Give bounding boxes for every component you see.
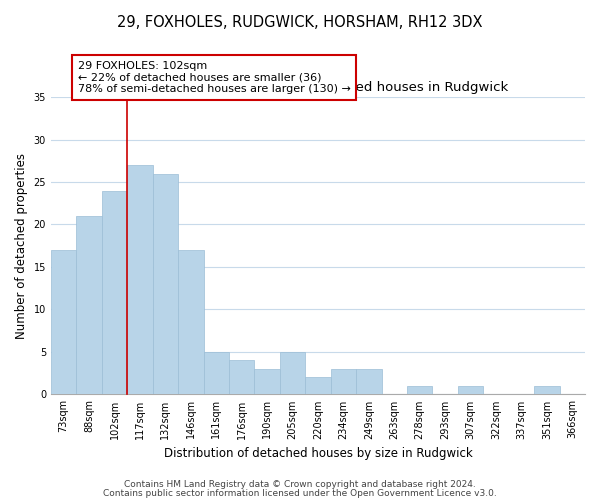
Text: 29, FOXHOLES, RUDGWICK, HORSHAM, RH12 3DX: 29, FOXHOLES, RUDGWICK, HORSHAM, RH12 3D… [117, 15, 483, 30]
Bar [254, 369, 280, 394]
Bar [305, 378, 331, 394]
Text: Contains public sector information licensed under the Open Government Licence v3: Contains public sector information licen… [103, 488, 497, 498]
Bar [203, 352, 229, 395]
Y-axis label: Number of detached properties: Number of detached properties [15, 152, 28, 338]
Bar [51, 250, 76, 394]
Bar [356, 369, 382, 394]
Title: Size of property relative to detached houses in Rudgwick: Size of property relative to detached ho… [127, 82, 509, 94]
Bar [178, 250, 203, 394]
Bar [76, 216, 102, 394]
Bar [152, 174, 178, 394]
Bar [127, 165, 152, 394]
Bar [229, 360, 254, 394]
Text: Contains HM Land Registry data © Crown copyright and database right 2024.: Contains HM Land Registry data © Crown c… [124, 480, 476, 489]
Bar [458, 386, 483, 394]
X-axis label: Distribution of detached houses by size in Rudgwick: Distribution of detached houses by size … [164, 447, 472, 460]
Bar [331, 369, 356, 394]
Bar [534, 386, 560, 394]
Bar [102, 190, 127, 394]
Bar [280, 352, 305, 395]
Bar [407, 386, 433, 394]
Text: 29 FOXHOLES: 102sqm
← 22% of detached houses are smaller (36)
78% of semi-detach: 29 FOXHOLES: 102sqm ← 22% of detached ho… [77, 61, 350, 94]
